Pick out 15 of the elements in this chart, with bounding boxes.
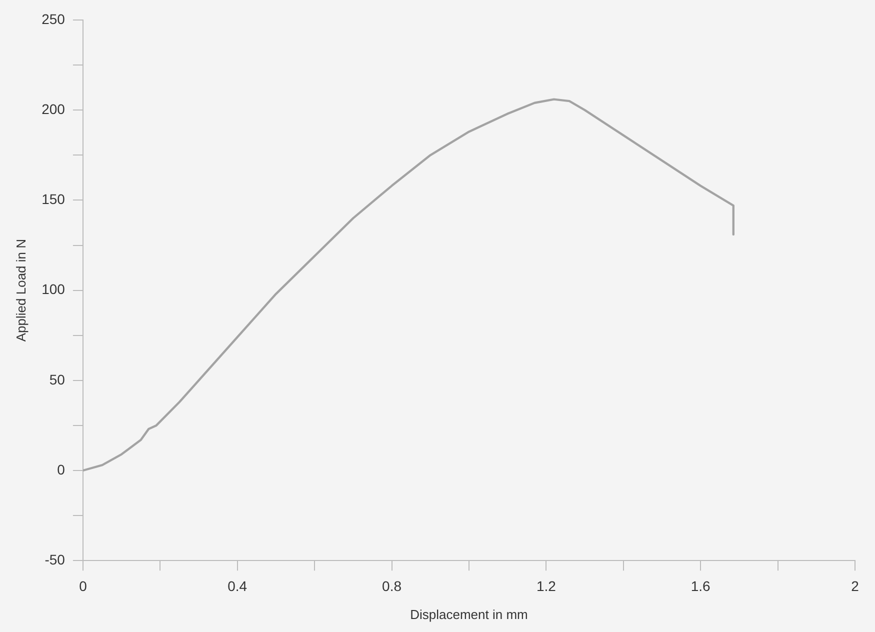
y-axis-title: Applied Load in N xyxy=(13,238,28,342)
y-tick-label: -50 xyxy=(44,551,66,568)
y-tick-label: 0 xyxy=(57,461,66,478)
y-tick-label: 50 xyxy=(49,371,66,388)
y-tick-label: 100 xyxy=(42,281,66,298)
x-tick-label: 0.4 xyxy=(228,578,248,594)
y-tick-label: 250 xyxy=(42,10,66,27)
x-tick-label: 2 xyxy=(851,578,860,594)
y-tick-label: 200 xyxy=(42,100,66,117)
y-tick-label: 150 xyxy=(42,191,66,208)
x-tick-label: 0.8 xyxy=(382,578,402,594)
x-tick-label: 1.2 xyxy=(536,578,556,594)
x-tick-label: 1.6 xyxy=(690,578,711,594)
x-tick-label: 0 xyxy=(79,578,88,594)
x-axis-title: Displacement in mm xyxy=(410,606,528,622)
